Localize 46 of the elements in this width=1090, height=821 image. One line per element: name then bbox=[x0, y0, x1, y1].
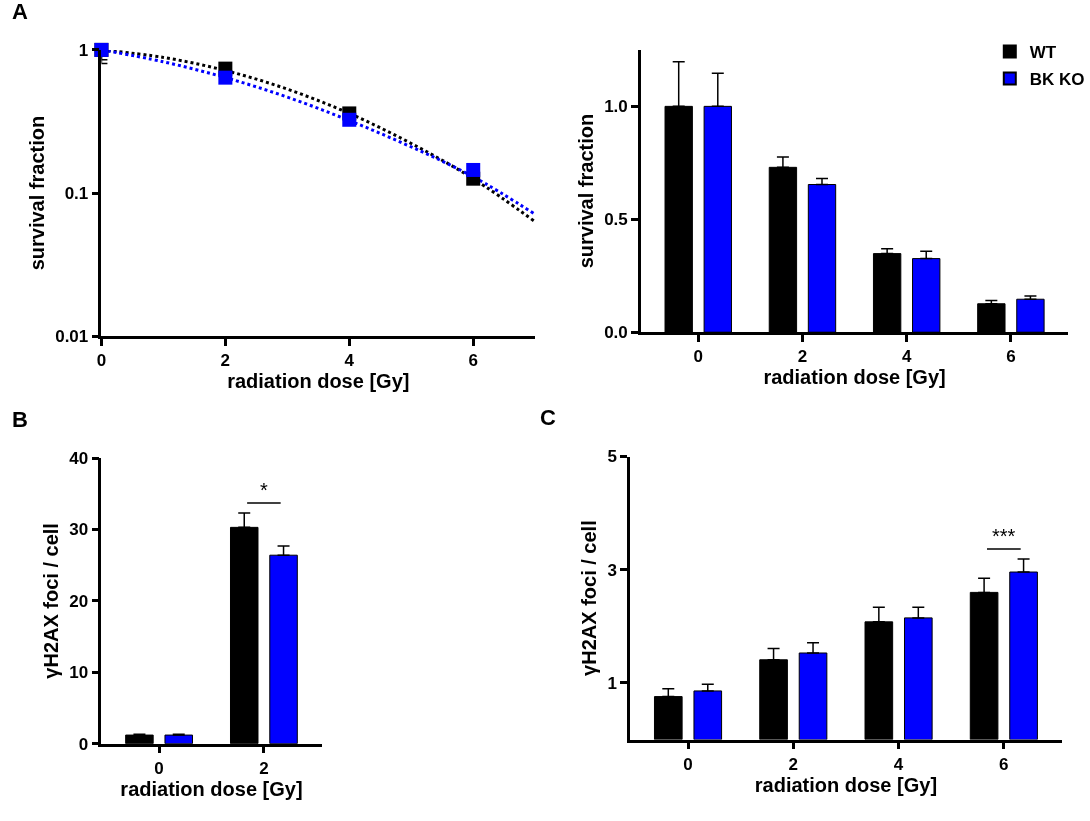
point bbox=[342, 112, 357, 127]
x-tick-label: 2 bbox=[788, 754, 799, 774]
y-axis-title: survival fraction bbox=[574, 113, 597, 269]
chart-title: B bbox=[12, 407, 28, 432]
annotation: *** bbox=[992, 525, 1016, 547]
x-tick-label: 2 bbox=[220, 351, 231, 371]
x-tick-label: 6 bbox=[1006, 347, 1016, 367]
x-tick-label: 0 bbox=[154, 758, 164, 778]
chart-title: A bbox=[12, 0, 28, 24]
y-tick-label: 3 bbox=[607, 560, 617, 580]
x-tick-label: 2 bbox=[797, 347, 808, 367]
x-axis-title: radiation dose [Gy] bbox=[763, 366, 946, 389]
y-tick-label: 1 bbox=[607, 673, 617, 693]
x-tick-label: 6 bbox=[468, 351, 478, 371]
y-tick-label: 0.01 bbox=[55, 327, 89, 347]
chart-title: C bbox=[540, 405, 556, 430]
y-tick-label: 1 bbox=[78, 40, 89, 60]
x-axis-title: radiation dose [Gy] bbox=[227, 370, 410, 393]
legend-label: BK KO bbox=[1029, 70, 1085, 90]
x-axis-title: radiation dose [Gy] bbox=[754, 773, 938, 796]
annotation: * bbox=[260, 479, 268, 501]
point bbox=[466, 162, 481, 177]
x-tick-label: 4 bbox=[893, 754, 904, 774]
y-tick-label: 40 bbox=[69, 449, 89, 469]
y-tick-label: 0.1 bbox=[64, 184, 89, 204]
y-axis-title: survival fraction bbox=[25, 115, 48, 271]
x-tick-label: 6 bbox=[999, 754, 1009, 774]
y-tick-label: 5 bbox=[607, 447, 617, 467]
x-tick-label: 0 bbox=[96, 351, 107, 371]
legend-label: WT bbox=[1029, 43, 1057, 63]
x-tick-label: 0 bbox=[683, 754, 693, 774]
y-tick-label: 0.5 bbox=[604, 210, 628, 230]
y-tick-label: 10 bbox=[69, 663, 89, 683]
x-tick-label: 4 bbox=[344, 351, 355, 371]
y-tick-label: 1.0 bbox=[604, 97, 628, 117]
x-tick-label: 0 bbox=[693, 347, 703, 367]
y-tick-label: 30 bbox=[69, 520, 89, 540]
x-axis-title: radiation dose [Gy] bbox=[120, 777, 303, 800]
y-tick-label: 0.0 bbox=[604, 323, 628, 343]
y-tick-label: 20 bbox=[69, 591, 89, 611]
x-tick-label: 4 bbox=[901, 347, 912, 367]
y-axis-title: γH2AX foci / cell bbox=[39, 523, 62, 679]
y-tick-label: 0 bbox=[78, 734, 89, 754]
point bbox=[218, 70, 233, 85]
y-axis-title: γH2AX foci / cell bbox=[578, 520, 601, 676]
x-tick-label: 2 bbox=[259, 758, 269, 778]
